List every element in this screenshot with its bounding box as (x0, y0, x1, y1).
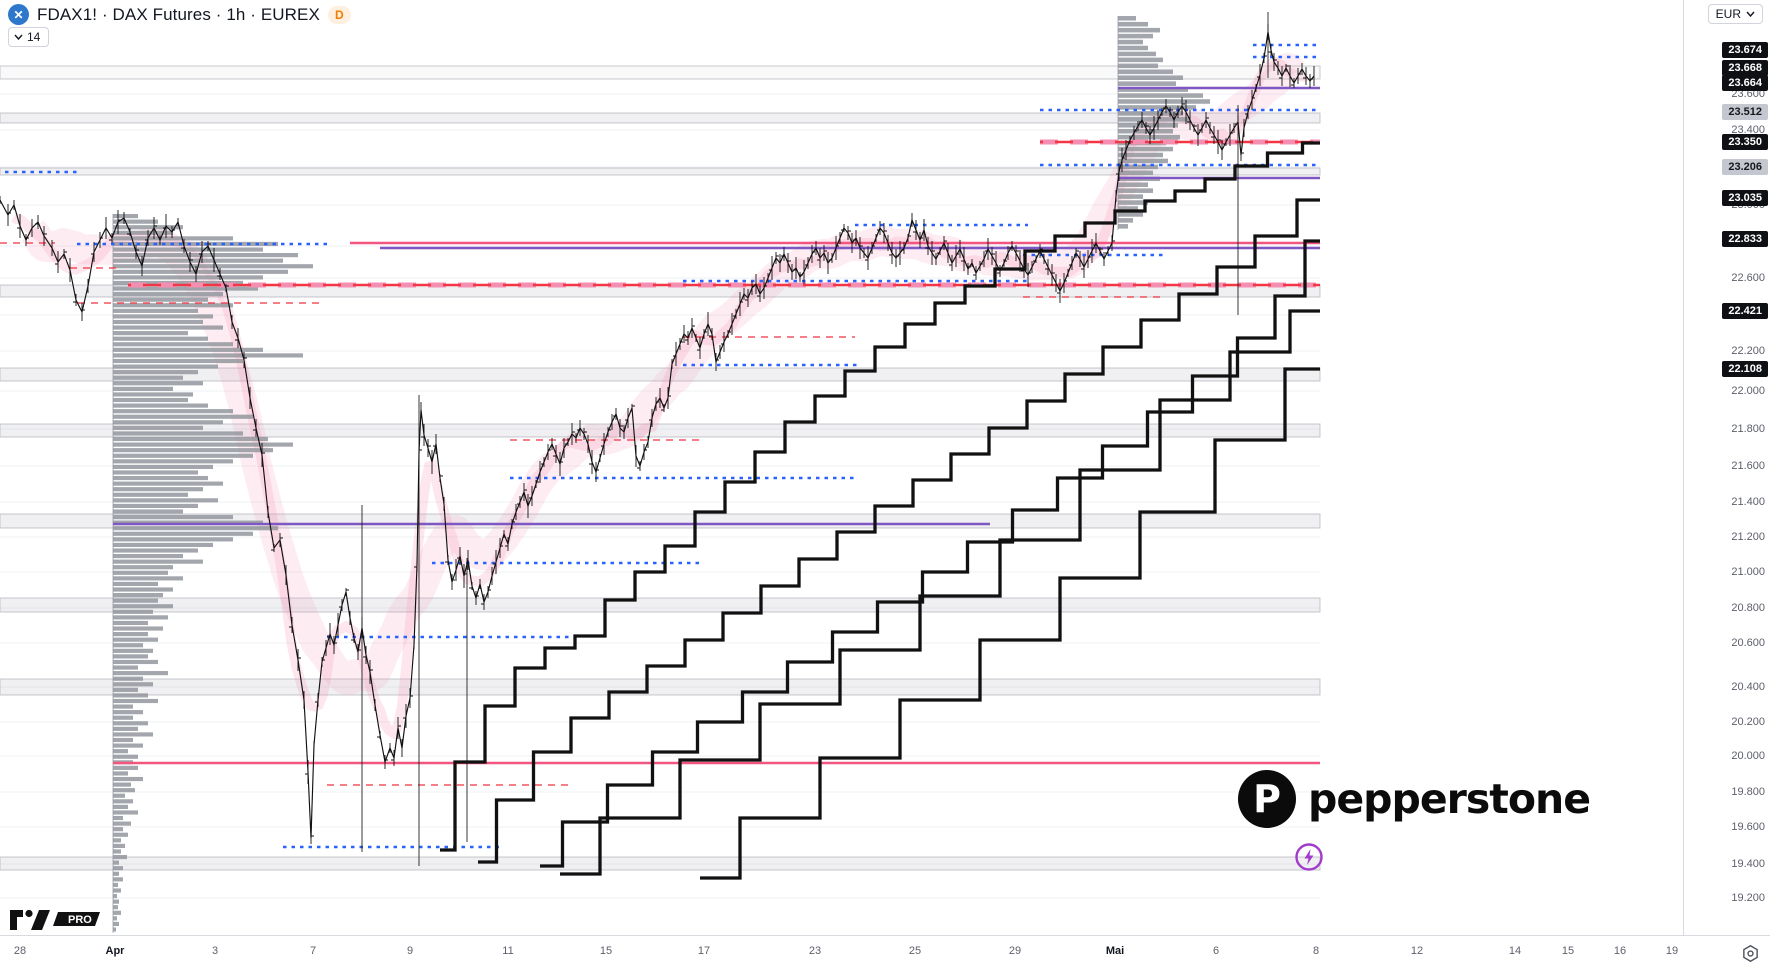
volume-profiles (112, 16, 1210, 933)
price-axis-label: 21.800 (1731, 423, 1765, 435)
price-chart[interactable] (0, 0, 1683, 935)
pepperstone-wordmark: pepperstone (1308, 775, 1591, 823)
price-level-badge: 23.674 (1722, 42, 1768, 58)
time-axis[interactable]: 28 Apr 3 7 9 11 15 17 23 25 29 Mai 6 8 12 14 15 16 19 (0, 935, 1770, 968)
price-axis-label: 19.600 (1731, 821, 1765, 833)
time-axis-label: 28 (13, 945, 27, 957)
time-axis-label: 29 (1008, 945, 1022, 957)
symbol-title[interactable]: FDAX1! · DAX Futures · 1h · EUREX (37, 4, 320, 24)
time-axis-label: 25 (908, 945, 922, 957)
price-level-badge: 23.512 (1722, 104, 1768, 120)
price-series (0, 24, 1315, 844)
price-axis-label: 21.200 (1731, 531, 1765, 543)
price-axis-label: 20.600 (1731, 637, 1765, 649)
price-level-badge: 23.035 (1722, 190, 1768, 206)
price-axis-label: 21.000 (1731, 566, 1765, 578)
pepperstone-logo-icon: P (1238, 770, 1296, 828)
svg-text:PRO: PRO (68, 914, 92, 926)
lightning-bolt-icon (1295, 843, 1323, 871)
time-axis-label: Mai (1105, 945, 1125, 957)
currency-selector[interactable]: EUR (1707, 4, 1763, 24)
symbol-logo-icon[interactable]: ✕ (8, 4, 29, 25)
price-level-badge: 23.668 (1722, 60, 1768, 76)
price-axis-label: 19.400 (1731, 858, 1765, 870)
price-axis-label: 20.400 (1731, 681, 1765, 693)
price-level-badge: 23.664 (1722, 75, 1768, 91)
price-axis-label: 20.000 (1731, 750, 1765, 762)
price-axis[interactable]: EUR 23.60023.40023.00022.60022.20022.000… (1683, 0, 1770, 935)
time-axis-label: Apr (105, 945, 125, 957)
price-level-badge: 23.350 (1722, 134, 1768, 150)
time-axis-label: 6 (1212, 945, 1220, 957)
price-axis-label: 21.600 (1731, 460, 1765, 472)
price-axis-label: 19.200 (1731, 892, 1765, 904)
pepperstone-watermark: P pepperstone (1238, 770, 1591, 828)
time-axis-label: 3 (211, 945, 219, 957)
axis-settings-icon[interactable] (1741, 944, 1760, 963)
chart-legend[interactable]: ✕ FDAX1! · DAX Futures · 1h · EUREX D (8, 4, 351, 25)
time-axis-label: 12 (1410, 945, 1424, 957)
price-axis-label: 23.400 (1731, 124, 1765, 136)
price-level-badge: 22.833 (1722, 231, 1768, 247)
price-axis-label: 20.800 (1731, 602, 1765, 614)
time-axis-label: 14 (1508, 945, 1522, 957)
price-axis-label: 20.200 (1731, 716, 1765, 728)
time-axis-label: 11 (502, 945, 514, 957)
price-level-badge: 23.206 (1722, 159, 1768, 175)
indicator-count: 14 (27, 30, 41, 44)
time-axis-label: 23 (808, 945, 822, 957)
tv-pro-badge: PRO (53, 912, 100, 926)
time-axis-label: 16 (1613, 945, 1627, 957)
chevron-down-icon (14, 34, 23, 40)
chart-canvas[interactable]: ✕ FDAX1! · DAX Futures · 1h · EUREX D 14… (0, 0, 1683, 935)
price-axis-label: 19.800 (1731, 786, 1765, 798)
interval-badge[interactable]: D (327, 5, 351, 24)
time-axis-label: 15 (1561, 945, 1575, 957)
stepped-ma-lines (440, 141, 1320, 880)
time-axis-label: 7 (309, 945, 317, 957)
level-lines (113, 86, 1320, 765)
price-axis-label: 23.600 (1731, 88, 1765, 100)
time-axis-label: 15 (599, 945, 613, 957)
price-level-badge: 22.421 (1722, 303, 1768, 319)
time-axis-label: 9 (406, 945, 414, 957)
time-axis-label: 8 (1312, 945, 1320, 957)
time-axis-label: 17 (697, 945, 711, 957)
time-axis-label: 19 (1665, 945, 1679, 957)
chevron-down-icon (1746, 11, 1755, 17)
tradingview-logo[interactable]: PRO (8, 903, 118, 933)
price-axis-label: 22.600 (1731, 272, 1765, 284)
price-axis-label: 21.400 (1731, 496, 1765, 508)
currency-label: EUR (1715, 7, 1741, 21)
indicators-collapse-chip[interactable]: 14 (8, 27, 50, 47)
price-axis-label: 22.200 (1731, 345, 1765, 357)
price-level-badge: 22.108 (1722, 361, 1768, 377)
price-axis-label: 22.000 (1731, 385, 1765, 397)
